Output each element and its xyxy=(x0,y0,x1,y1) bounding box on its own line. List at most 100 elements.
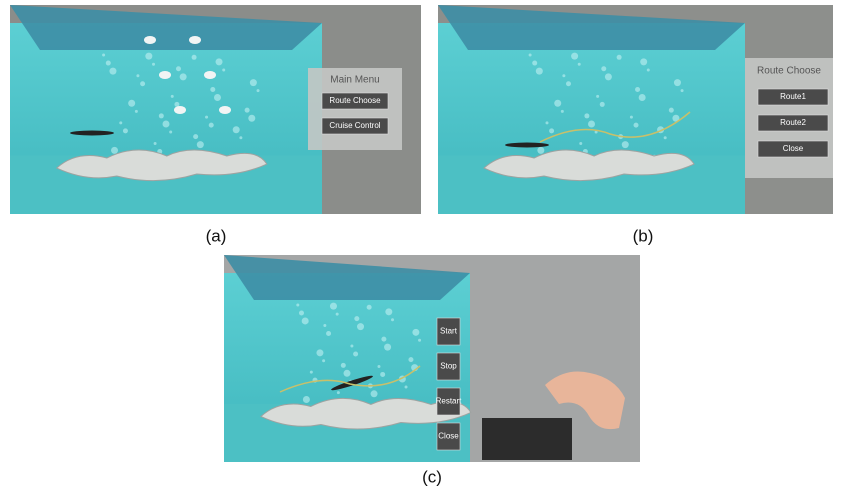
button-label: Start xyxy=(440,327,458,336)
bubble xyxy=(634,123,639,128)
bubble xyxy=(545,121,548,124)
bubble xyxy=(566,81,571,86)
bubble xyxy=(584,113,589,118)
bubble xyxy=(412,329,419,336)
bubble xyxy=(571,53,578,60)
bubble xyxy=(176,66,181,71)
bubble xyxy=(239,136,242,139)
bubble xyxy=(405,385,408,388)
bubble xyxy=(674,79,681,86)
bubble xyxy=(197,141,204,148)
bubble xyxy=(635,87,640,92)
caption: (b) xyxy=(633,226,654,245)
bubble xyxy=(159,113,164,118)
bubble xyxy=(337,391,340,394)
bubble xyxy=(326,331,331,336)
bubble xyxy=(601,66,606,71)
bubble xyxy=(106,61,111,66)
bubble xyxy=(152,63,155,66)
bubble xyxy=(169,131,172,134)
bubble xyxy=(596,95,599,98)
bubble xyxy=(192,55,197,60)
bubble xyxy=(381,337,386,342)
jellyfish xyxy=(174,106,186,114)
bubble xyxy=(578,63,581,66)
bubble xyxy=(257,89,260,92)
bubble xyxy=(336,313,339,316)
bubble xyxy=(630,116,633,119)
bubble xyxy=(605,73,612,80)
bubble xyxy=(354,316,359,321)
button-label: Route Choose xyxy=(329,96,381,105)
bubble xyxy=(250,79,257,86)
bubble xyxy=(222,68,225,71)
bubble xyxy=(209,123,214,128)
bubble xyxy=(669,108,674,113)
bubble xyxy=(119,121,122,124)
bubble xyxy=(210,87,215,92)
bubble xyxy=(385,308,392,315)
submarine xyxy=(70,131,114,136)
button-label: Close xyxy=(783,144,804,153)
button-label: Stop xyxy=(440,362,457,371)
bubble xyxy=(111,147,118,154)
bubble xyxy=(136,74,139,77)
bubble xyxy=(391,318,394,321)
bubble xyxy=(163,120,170,127)
bubble xyxy=(536,68,543,75)
bubble xyxy=(303,396,310,403)
bubble xyxy=(205,116,208,119)
menu-title: Main Menu xyxy=(330,75,379,86)
bubble xyxy=(549,128,554,133)
bubble xyxy=(588,120,595,127)
bubble xyxy=(145,53,152,60)
bubble xyxy=(357,323,364,330)
bubble xyxy=(537,147,544,154)
bubble xyxy=(344,370,351,377)
caption: (a) xyxy=(206,226,227,245)
bubble xyxy=(561,110,564,113)
bubble xyxy=(123,128,128,133)
bubble xyxy=(622,141,629,148)
jellyfish xyxy=(189,36,201,44)
jellyfish xyxy=(144,36,156,44)
bubble xyxy=(640,58,647,65)
bubble xyxy=(384,344,391,351)
bubble xyxy=(302,317,309,324)
bubble xyxy=(171,95,174,98)
bubble xyxy=(380,372,385,377)
bubble xyxy=(639,94,646,101)
menu-title: Route Choose xyxy=(757,66,821,77)
bubble xyxy=(579,142,582,145)
jellyfish xyxy=(204,71,216,79)
bubble xyxy=(193,134,198,139)
camera-device xyxy=(482,418,572,460)
bubble xyxy=(554,100,561,107)
bubble xyxy=(109,68,116,75)
bubble xyxy=(128,100,135,107)
bubble xyxy=(532,61,537,66)
bubble xyxy=(330,303,337,310)
bubble xyxy=(377,365,380,368)
bubble xyxy=(418,339,421,342)
bubble xyxy=(353,351,358,356)
bubble xyxy=(296,304,299,307)
bubble xyxy=(180,73,187,80)
submarine xyxy=(505,143,549,148)
bubble xyxy=(647,68,650,71)
bubble xyxy=(214,94,221,101)
bubble xyxy=(216,58,223,65)
jellyfish xyxy=(219,106,231,114)
bubble xyxy=(322,359,325,362)
button-label: Restart xyxy=(436,397,463,406)
bubble xyxy=(310,371,313,374)
bubble xyxy=(562,74,565,77)
bubble xyxy=(245,108,250,113)
figure: Main MenuRoute ChooseCruise Control(a)Ro… xyxy=(0,0,843,491)
bubble xyxy=(600,102,605,107)
bubble xyxy=(323,324,326,327)
bubble xyxy=(233,126,240,133)
screenshot: StartStopRestartClose xyxy=(224,255,640,462)
